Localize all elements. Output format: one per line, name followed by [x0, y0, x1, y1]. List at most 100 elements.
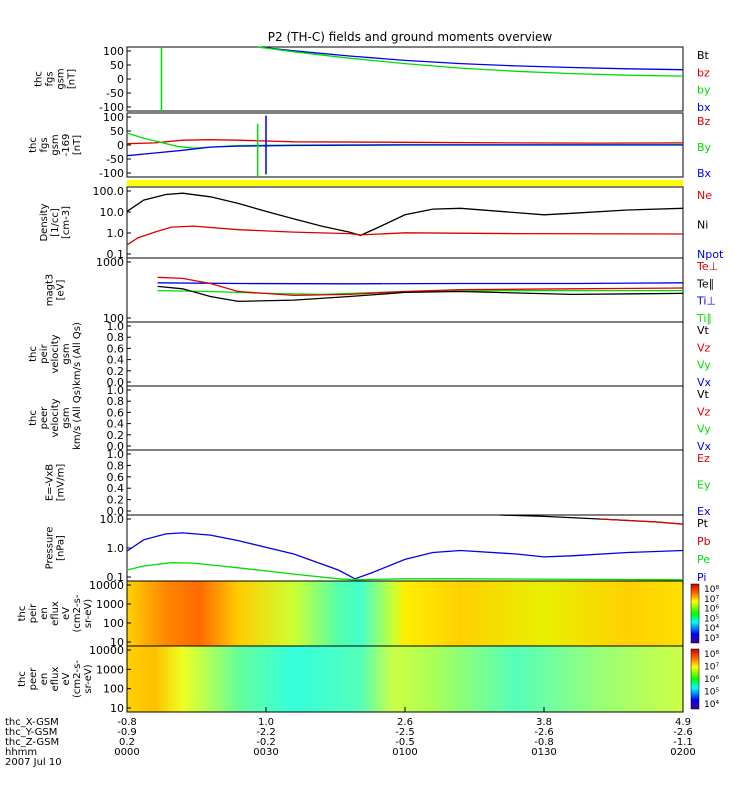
y-axis-label: gsm [50, 134, 61, 155]
y-axis-label: gsm [56, 68, 67, 89]
series-line-Pt [499, 514, 684, 525]
legend-entry: Vy [697, 359, 711, 372]
y-tick-label: -50 [106, 87, 124, 100]
x-tick-label: 1.0 [258, 717, 274, 728]
colorbar-tick-label: 10⁷ [704, 595, 719, 605]
x-tick-label: -0.2 [256, 737, 276, 748]
spectrogram-image [127, 646, 683, 712]
colorbar-tick-label: 10⁸ [704, 585, 719, 595]
y-tick-label: 0.4 [107, 482, 125, 495]
y-axis-label: thc [28, 137, 39, 153]
legend-entry: by [697, 84, 711, 97]
y-tick-label: 10.0 [100, 206, 125, 219]
y-tick-label: 0.0 [107, 376, 125, 389]
y-tick-label: 100 [103, 111, 124, 124]
y-tick-label: 0.8 [107, 331, 125, 344]
y-tick-label: -100 [99, 101, 124, 114]
legend-entry: Vz [697, 405, 711, 418]
y-tick-label: 1.0 [107, 227, 125, 240]
y-tick-label: 0.1 [107, 248, 125, 261]
series-line-Pi [126, 532, 684, 580]
y-tick-label: 50 [110, 125, 124, 138]
y-tick-label: 0.0 [107, 505, 125, 518]
y-axis-label: velocity [50, 334, 61, 373]
y-tick-label: 0.4 [107, 418, 125, 431]
colorbar [690, 583, 700, 644]
y-tick-label: 0.2 [107, 429, 125, 442]
panel-vpeir: 1.00.80.60.40.20.0 thc peir velocity gsm km/s… [28, 320, 712, 389]
legend-entry: By [697, 141, 712, 154]
y-axis-label: km/s (All Qs) [72, 322, 83, 386]
x-tick-label: 0130 [531, 747, 556, 758]
colorbar-tick-label: 10⁶ [704, 605, 719, 615]
y-axis-label: [mV/m] [56, 464, 67, 502]
y-tick-label: 10 [110, 702, 124, 715]
x-axis-row-label: 2007 Jul 10 [5, 757, 62, 768]
y-tick-label: 0 [117, 139, 124, 152]
y-axis-label: thc [28, 410, 39, 426]
y-axis-label: [nPa] [56, 535, 67, 561]
y-tick-label: 0.6 [107, 342, 125, 355]
panel-peer_spec: 10⁸ 10⁷ 10⁶ 10⁵ 10⁴ 10000 1000 100 10 thc peer en ef… [17, 644, 719, 715]
y-tick-label: -100 [99, 167, 124, 180]
x-tick-label: -1.1 [673, 737, 693, 748]
y-tick-label: 1.0 [107, 448, 125, 461]
legend-entry: Bt [697, 49, 710, 62]
y-tick-label: 1000 [96, 598, 124, 611]
legend-entry: Vx [697, 376, 712, 389]
x-axis-row-label: thc_Z-GSM [5, 737, 59, 748]
series-line-Ti⊥ [157, 282, 684, 285]
y-axis-label: [nT] [72, 135, 83, 155]
y-axis-label: [1/cc] [50, 208, 61, 237]
legend-entry: Vt [697, 388, 710, 401]
y-axis-label: (cm2-s- [72, 660, 83, 698]
x-tick-label: -0.8 [117, 717, 137, 728]
panel-pressure: 10.0 1.0 0.1 Pressure [nPa] Pt Pb Pe Pi [45, 513, 711, 584]
x-tick-label: -2.6 [673, 727, 693, 738]
y-tick-label: 0.0 [107, 440, 125, 453]
x-tick-label: 3.8 [536, 717, 552, 728]
legend-entry: Ey [697, 479, 711, 492]
panel-frame [126, 186, 684, 259]
y-axis-label: eV [61, 672, 72, 685]
panel-frame [126, 46, 684, 112]
colorbar-tick-label: 10⁸ [704, 650, 719, 660]
y-axis-label: gsm [61, 407, 72, 428]
x-tick-label: -2.2 [256, 727, 276, 738]
y-tick-label: 10 [110, 636, 124, 649]
y-axis-label: -169 [61, 134, 72, 157]
series-line-by [257, 46, 684, 77]
panel-temp: 1000 100 magt3 [eV] Te⊥ Te∥ Ti⊥ Ti∥ [45, 256, 719, 325]
y-tick-label: 0.1 [107, 571, 125, 584]
x-tick-label: 0030 [253, 747, 278, 758]
panel-frame [126, 385, 684, 451]
colorbar [690, 648, 700, 710]
y-axis-label: eflux [50, 667, 61, 692]
y-axis-label: fgs [39, 137, 50, 152]
y-axis-label: peer [39, 406, 50, 430]
x-tick-label: 0100 [392, 747, 417, 758]
y-axis-label: en [39, 673, 50, 686]
y-axis-label: velocity [50, 398, 61, 437]
x-axis-row-label: thc_X-GSM [5, 717, 59, 728]
x-axis-row-label: hhmm [5, 747, 37, 758]
y-axis-label: [eV] [56, 280, 67, 301]
x-tick-label: 0.2 [119, 737, 135, 748]
colorbar-tick-label: 10³ [704, 634, 719, 644]
legend-entry: Npot [697, 248, 724, 261]
x-tick-label: -2.5 [395, 727, 415, 738]
y-tick-label: 50 [110, 59, 124, 72]
x-tick-label: 2.6 [397, 717, 413, 728]
y-tick-label: 100 [103, 45, 124, 58]
legend-entry: Pe [697, 553, 710, 566]
x-tick-label: -0.8 [534, 737, 554, 748]
quality-flag-bar [127, 180, 683, 186]
y-tick-label: 100 [103, 312, 124, 325]
legend-entry: Pi [697, 571, 706, 584]
y-tick-label: 10000 [89, 579, 124, 592]
x-tick-label: 0200 [670, 747, 695, 758]
legend-entry: Bz [697, 115, 711, 128]
